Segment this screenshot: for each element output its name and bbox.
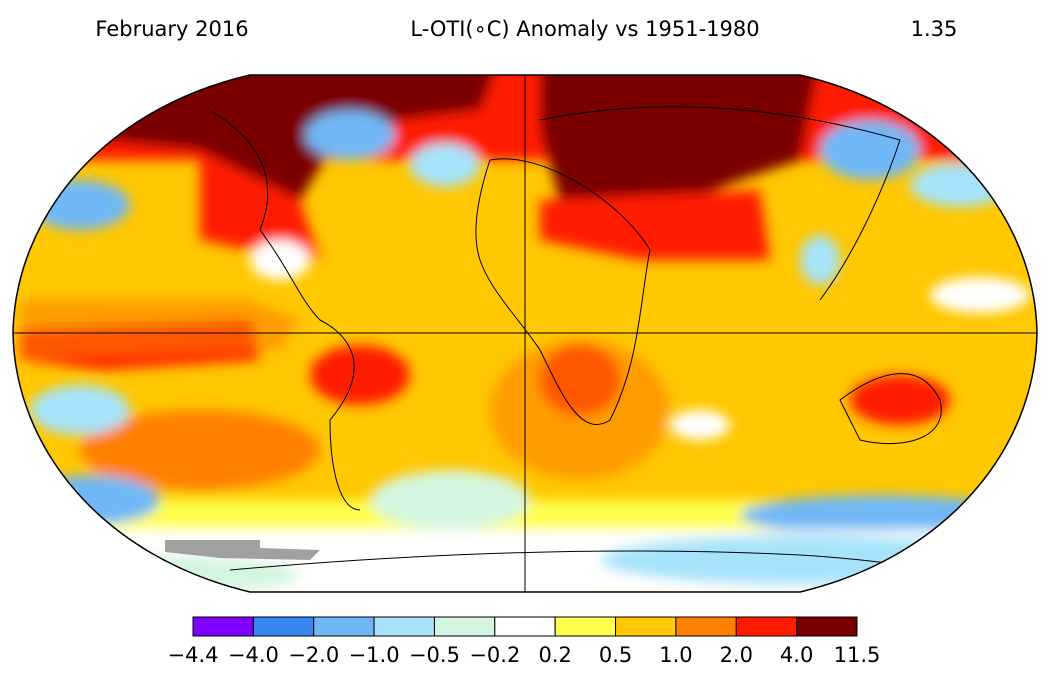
colorbar-label: 0.2 <box>538 643 571 667</box>
colorbar-label: −1.0 <box>349 643 400 667</box>
colorbar-label: −0.5 <box>409 643 460 667</box>
colorbar-bin <box>675 616 737 637</box>
colorbar-bin <box>554 616 617 637</box>
colorbar-label: 4.0 <box>780 643 813 667</box>
colorbar-label: 0.5 <box>599 643 632 667</box>
colorbar-label: −2.0 <box>288 643 339 667</box>
map-outline <box>12 74 1038 593</box>
colorbar-bin <box>252 616 315 637</box>
global-mean: 1.35 <box>911 17 958 41</box>
map-title: L-OTI(∘C) Anomaly vs 1951-1980 <box>410 17 759 41</box>
colorbar-label: 2.0 <box>720 643 753 667</box>
colorbar-bin <box>735 616 798 637</box>
colorbar-bin <box>373 616 435 637</box>
colorbar-bin <box>433 616 496 637</box>
colorbar-bin <box>192 616 254 637</box>
colorbar-bin <box>313 616 375 637</box>
anomaly-map <box>13 75 1037 592</box>
date: February 2016 <box>95 17 248 41</box>
colorbar-label: 11.5 <box>834 643 881 667</box>
colorbar-label: −4.4 <box>168 643 219 667</box>
colorbar: −4.4 −4.0 −2.0 −1.0 −0.5 −0.2 0.2 0.5 1.0 2.0 4.0 1… <box>168 616 881 667</box>
colorbar-bin <box>796 616 858 637</box>
colorbar-label: 1.0 <box>659 643 692 667</box>
colorbar-label: −0.2 <box>469 643 520 667</box>
colorbar-label: −4.0 <box>228 643 279 667</box>
colorbar-bin <box>494 616 556 637</box>
colorbar-bin <box>615 616 677 637</box>
